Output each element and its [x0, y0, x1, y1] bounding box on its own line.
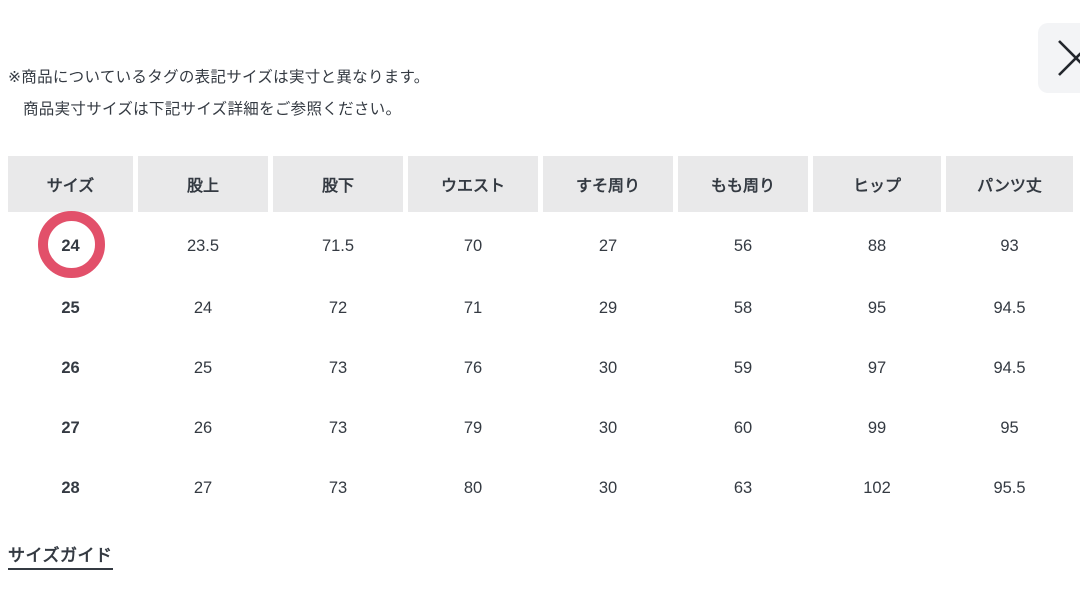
tag-size-note-line1: ※商品についているタグの表記サイズは実寸と異なります。	[8, 69, 430, 86]
table-cell: 30	[598, 358, 618, 377]
size-guide-link[interactable]: サイズガイド	[8, 541, 113, 570]
table-cell: 59	[733, 358, 753, 377]
close-button[interactable]	[1038, 23, 1080, 93]
table-cell: 79	[463, 418, 483, 437]
table-cell: 70	[463, 236, 483, 255]
table-cell: 73	[328, 478, 348, 497]
size-cell: 25	[61, 298, 80, 317]
column-header-length: パンツ丈	[946, 156, 1073, 212]
size-cell: 27	[61, 418, 80, 437]
size-cell: 28	[61, 478, 80, 497]
column-header-hip: ヒップ	[813, 156, 941, 212]
table-cell: 99	[867, 418, 887, 437]
table-cell: 94.5	[993, 358, 1026, 377]
table-cell: 26	[193, 418, 213, 437]
table-cell: 94.5	[993, 298, 1026, 317]
table-cell: 72	[328, 298, 348, 317]
column-header-hem: すそ周り	[543, 156, 673, 212]
table-cell: 27	[598, 236, 618, 255]
table-cell: 71.5	[321, 236, 355, 255]
table-cell: 25	[193, 358, 213, 377]
table-cell: 95	[1000, 418, 1019, 437]
table-cell: 80	[463, 478, 483, 497]
table-cell: 76	[463, 358, 483, 377]
table-cell: 60	[733, 418, 753, 437]
table-cell: 71	[463, 298, 483, 317]
table-cell: 24	[193, 298, 213, 317]
table-cell: 29	[598, 298, 618, 317]
table-cell: 95	[867, 298, 887, 317]
size-cell: 26	[61, 358, 80, 377]
column-header-inseam: 股下	[273, 156, 403, 212]
table-cell: 97	[867, 358, 887, 377]
table-cell: 58	[733, 298, 753, 317]
table-cell: 27	[193, 478, 213, 497]
column-header-thigh: もも周り	[678, 156, 808, 212]
table-cell: 102	[863, 478, 891, 497]
table-cell: 73	[328, 358, 348, 377]
table-cell: 30	[598, 478, 618, 497]
tag-size-note-line2: 商品実寸サイズは下記サイズ詳細をご参照ください。	[23, 101, 402, 118]
tag-size-note: ※商品についているタグの表記サイズは実寸と異なります。 商品実寸サイズは下記サイ…	[8, 62, 430, 126]
column-header-rise: 股上	[138, 156, 268, 212]
table-cell: 88	[867, 236, 887, 255]
size-table: サイズ 股上 股下 ウエスト すそ周り もも周り ヒップ パンツ丈 24 23.…	[8, 156, 1073, 516]
table-cell: 95.5	[993, 478, 1026, 497]
close-icon	[1058, 40, 1080, 76]
table-cell: 93	[1000, 236, 1019, 255]
table-cell: 63	[733, 478, 753, 497]
table-cell: 30	[598, 418, 618, 437]
size-cell: 24	[61, 236, 80, 255]
column-header-waist: ウエスト	[408, 156, 538, 212]
table-cell: 56	[733, 236, 753, 255]
column-header-size: サイズ	[8, 156, 133, 212]
table-cell: 23.5	[186, 236, 220, 255]
table-cell: 73	[328, 418, 348, 437]
